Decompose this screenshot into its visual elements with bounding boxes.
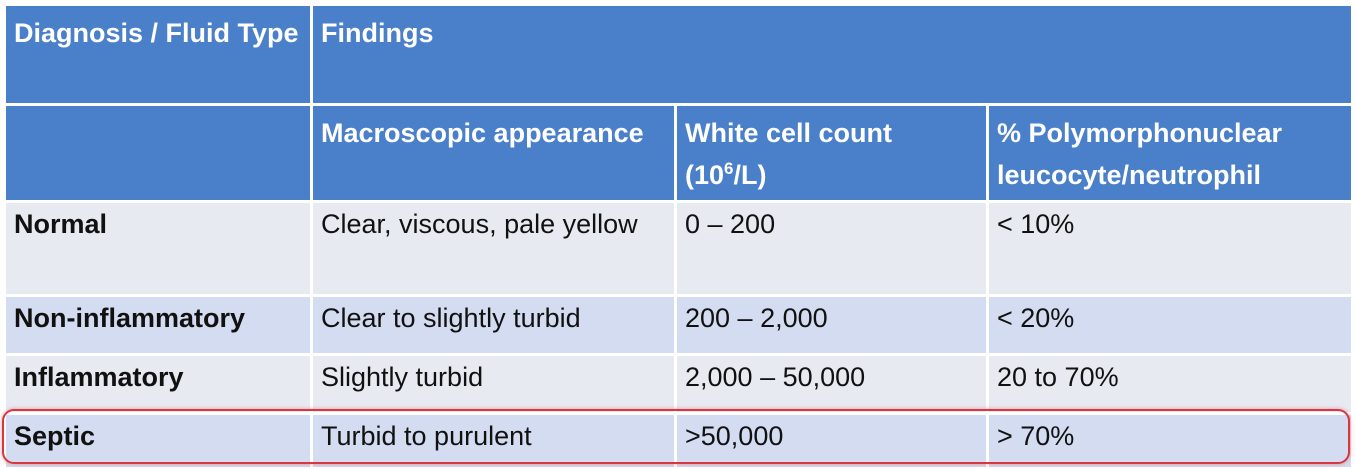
wcc-suffix: /L) [733,160,767,190]
wcc-cell: >50,000 [674,412,989,470]
synovial-fluid-table: Diagnosis / Fluid Type Findings Macrosco… [3,3,1354,470]
pmn-cell: > 70% [986,412,1354,470]
header-row-primary: Diagnosis / Fluid Type Findings [3,3,1354,106]
table-row-septic: Septic Turbid to purulent >50,000 > 70% [3,412,1354,470]
header-diagnosis: Diagnosis / Fluid Type [3,3,313,106]
wcc-cell: 0 – 200 [674,200,989,297]
table-row-normal: Normal Clear, viscous, pale yellow 0 – 2… [3,200,1354,297]
wcc-cell: 2,000 – 50,000 [674,353,989,415]
table-row-non-inflammatory: Non-inflammatory Clear to slightly turbi… [3,294,1354,356]
appearance-cell: Clear to slightly turbid [310,294,677,356]
diagnosis-cell: Non-inflammatory [3,294,313,356]
table-row-inflammatory: Inflammatory Slightly turbid 2,000 – 50,… [3,353,1354,415]
diagnosis-cell: Septic [3,412,313,470]
header-row-secondary: Macroscopic appearance White cell count … [3,103,1354,203]
pmn-cell: 20 to 70% [986,353,1354,415]
header-white-cell-count: White cell count (106/L) [674,103,989,203]
wcc-superscript: 6 [724,159,734,178]
wcc-prefix: White cell count (10 [685,118,893,190]
pmn-cell: < 20% [986,294,1354,356]
appearance-cell: Turbid to purulent [310,412,677,470]
pmn-cell: < 10% [986,200,1354,297]
diagnosis-cell: Normal [3,200,313,297]
appearance-cell: Clear, viscous, pale yellow [310,200,677,297]
header-polymorphonuclear: % Polymorphonuclear leucocyte/neutrophil [986,103,1354,203]
appearance-cell: Slightly turbid [310,353,677,415]
header-macroscopic: Macroscopic appearance [310,103,677,203]
header-findings: Findings [310,3,1354,106]
wcc-cell: 200 – 2,000 [674,294,989,356]
header-empty [3,103,313,203]
diagnosis-cell: Inflammatory [3,353,313,415]
